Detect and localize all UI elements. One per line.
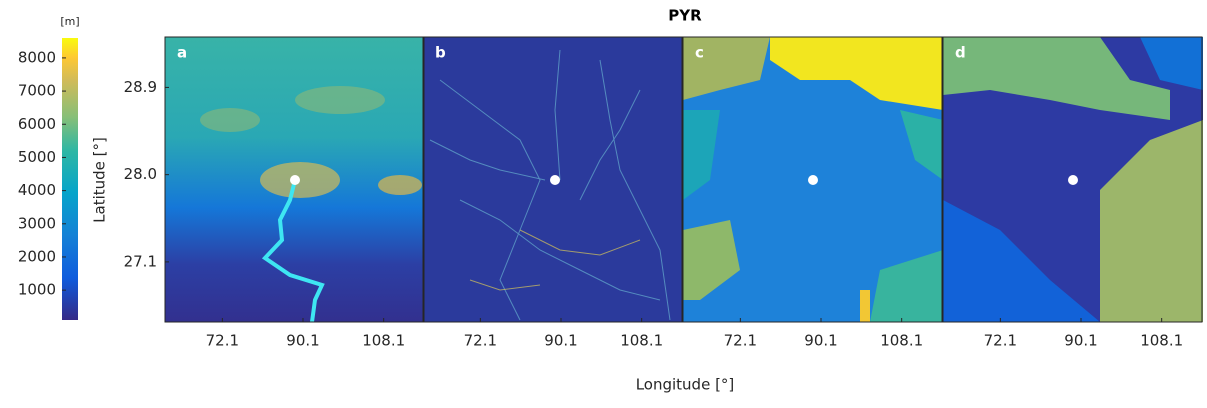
x-tick-label: 90.1 bbox=[804, 332, 837, 350]
x-tick-label: 90.1 bbox=[544, 332, 577, 350]
colorbar bbox=[62, 38, 78, 320]
x-tick-label: 72.1 bbox=[206, 332, 239, 350]
panel-frame bbox=[164, 36, 425, 323]
panel-b-map bbox=[423, 37, 683, 322]
x-tick-label: 108.1 bbox=[880, 332, 923, 350]
panel-frame bbox=[422, 36, 683, 323]
colorbar-tick-label: 3000 bbox=[18, 214, 56, 232]
y-tick-label: 28.0 bbox=[124, 165, 157, 183]
colorbar-tick-label: 7000 bbox=[18, 82, 56, 100]
panel-letter: a bbox=[177, 44, 187, 62]
y-tick-label: 28.9 bbox=[124, 78, 157, 96]
panel-c-map bbox=[683, 37, 943, 322]
colorbar-tick-label: 4000 bbox=[18, 181, 56, 199]
x-tick-label: 72.1 bbox=[724, 332, 757, 350]
panel-frame bbox=[682, 36, 943, 323]
x-tick-label: 108.1 bbox=[362, 332, 405, 350]
x-tick-label: 72.1 bbox=[984, 332, 1017, 350]
colorbar-tick-label: 5000 bbox=[18, 148, 56, 166]
colorbar-tick-label: 2000 bbox=[18, 247, 56, 265]
colorbar-unit: [m] bbox=[60, 15, 79, 28]
panel-letter: b bbox=[435, 44, 446, 62]
panel-letter: c bbox=[695, 44, 704, 62]
panel-d-map bbox=[943, 37, 1203, 322]
y-axis-label: Latitude [°] bbox=[91, 137, 109, 223]
x-tick-label: 72.1 bbox=[464, 332, 497, 350]
panel-letter: d bbox=[955, 44, 966, 62]
x-tick-label: 108.1 bbox=[1140, 332, 1183, 350]
panel-a-map bbox=[165, 37, 423, 323]
colorbar-tick-label: 6000 bbox=[18, 115, 56, 133]
x-axis-label: Longitude [°] bbox=[636, 376, 735, 394]
x-tick-label: 108.1 bbox=[620, 332, 663, 350]
title: PYR bbox=[668, 7, 702, 25]
x-tick-label: 90.1 bbox=[1064, 332, 1097, 350]
x-tick-label: 90.1 bbox=[286, 332, 319, 350]
colorbar-tick-label: 1000 bbox=[18, 281, 56, 299]
panel-frame bbox=[942, 36, 1203, 323]
colorbar-tick-label: 8000 bbox=[18, 48, 56, 66]
y-tick-label: 27.1 bbox=[124, 252, 157, 270]
